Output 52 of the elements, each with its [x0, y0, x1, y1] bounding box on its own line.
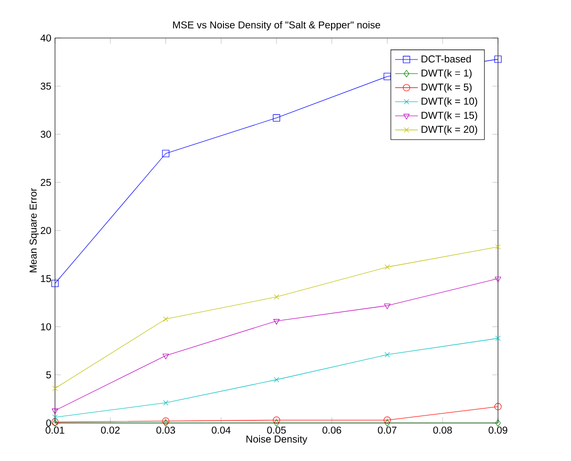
legend-label: DCT-based [422, 55, 471, 63]
y-tick-label: 25 [40, 178, 51, 186]
y-tick-label: 35 [40, 82, 51, 90]
point [384, 352, 390, 358]
x-tick-label: 0.06 [322, 426, 342, 434]
x-tick-label: 0.03 [156, 426, 176, 434]
x-tick-label: 0.09 [488, 426, 508, 434]
point [274, 377, 280, 382]
point [52, 386, 58, 391]
point [384, 264, 390, 270]
x-tick-label: 0.04 [212, 426, 231, 434]
point [272, 114, 280, 122]
point [52, 414, 58, 420]
legend-label: DWT(k = 10) [422, 97, 478, 107]
x-tick-label: 0.08 [433, 426, 452, 434]
y-tick-label: 20 [40, 226, 52, 234]
y-tick-label: 15 [41, 275, 51, 282]
point [274, 294, 280, 300]
y-tick-label: 30 [40, 130, 52, 138]
point [273, 319, 280, 325]
chart-title: MSE vs Noise Density of "Salt & Pepper" noise [173, 21, 380, 30]
x-tick-label: 0.07 [378, 426, 396, 434]
point [494, 403, 502, 410]
point [495, 336, 501, 341]
point [274, 419, 280, 427]
legend-label: DWT(k = 15) [422, 111, 478, 121]
x-tick-label: 0.01 [46, 426, 64, 434]
point [272, 416, 280, 424]
y-tick-label: 0 [46, 419, 52, 427]
legend-label: DWT(k = 5) [422, 83, 472, 93]
x-axis-title: Noise Density [246, 435, 308, 445]
point [384, 416, 391, 424]
point [384, 419, 390, 427]
y-tick-label: 5 [46, 371, 51, 378]
legend-label: DWT(k = 1) [422, 69, 472, 79]
point [494, 276, 502, 282]
point [495, 419, 501, 427]
y-tick-label: 10 [41, 323, 52, 330]
point [162, 150, 170, 158]
x-tick-label: 0.05 [267, 426, 286, 434]
point [384, 304, 390, 310]
point [162, 354, 169, 360]
y-axis-title: Mean Square Error [30, 188, 39, 272]
y-tick-label: 40 [40, 34, 52, 42]
x-tick-label: 0.02 [101, 426, 120, 434]
point [52, 408, 58, 414]
point [163, 400, 168, 406]
point [51, 280, 59, 288]
point [495, 244, 501, 250]
legend-label: DWT(k = 20) [422, 126, 478, 135]
point [163, 316, 168, 322]
point [494, 56, 502, 63]
